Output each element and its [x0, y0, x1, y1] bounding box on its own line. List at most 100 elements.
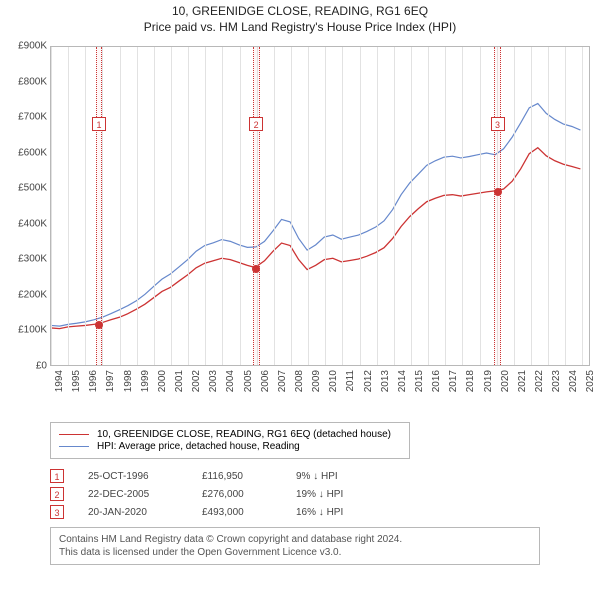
sale-price: £116,950: [202, 471, 272, 482]
gridline-vertical: [411, 47, 412, 365]
gridline-vertical: [548, 47, 549, 365]
sale-number-box: 1: [50, 469, 64, 483]
legend-label: 10, GREENIDGE CLOSE, READING, RG1 6EQ (d…: [97, 429, 391, 440]
x-axis-label: 2000: [157, 370, 168, 392]
sale-date: 22-DEC-2005: [88, 489, 178, 500]
gridline-vertical: [137, 47, 138, 365]
y-axis-label: £500K: [2, 183, 47, 194]
plot-area: 1 2 3: [50, 46, 590, 366]
gridline-vertical: [514, 47, 515, 365]
gridline-vertical: [205, 47, 206, 365]
gridline-vertical: [582, 47, 583, 365]
gridline-vertical: [291, 47, 292, 365]
x-axis-label: 2009: [311, 370, 322, 392]
sale-marker: 1: [92, 117, 106, 131]
gridline-vertical: [222, 47, 223, 365]
sale-hpi-diff: 19% ↓ HPI: [296, 489, 376, 500]
x-axis-label: 2005: [243, 370, 254, 392]
chart-area: 123 199419951996199719981999200020012002…: [0, 36, 600, 416]
y-axis-label: £200K: [2, 289, 47, 300]
x-axis-label: 2019: [483, 370, 494, 392]
x-axis-label: 2020: [500, 370, 511, 392]
x-axis-label: 2021: [517, 370, 528, 392]
gridline-vertical: [531, 47, 532, 365]
sale-date: 20-JAN-2020: [88, 507, 178, 518]
gridline-vertical: [68, 47, 69, 365]
gridline-vertical: [120, 47, 121, 365]
x-axis-label: 2004: [225, 370, 236, 392]
sale-band: [494, 47, 501, 365]
sale-marker: 2: [249, 117, 263, 131]
gridline-vertical: [428, 47, 429, 365]
gridline-vertical: [51, 47, 52, 365]
gridline-vertical: [342, 47, 343, 365]
y-axis-label: £300K: [2, 254, 47, 265]
x-axis-label: 2008: [294, 370, 305, 392]
legend: 10, GREENIDGE CLOSE, READING, RG1 6EQ (d…: [50, 422, 410, 459]
title-block: 10, GREENIDGE CLOSE, READING, RG1 6EQ Pr…: [0, 0, 600, 36]
legend-swatch: [59, 446, 89, 447]
sale-band: [96, 47, 103, 365]
gridline-vertical: [565, 47, 566, 365]
y-axis-label: £400K: [2, 218, 47, 229]
gridline-vertical: [377, 47, 378, 365]
x-axis-label: 2013: [380, 370, 391, 392]
sale-date: 25-OCT-1996: [88, 471, 178, 482]
chart-title: 10, GREENIDGE CLOSE, READING, RG1 6EQ: [0, 4, 600, 18]
x-axis-label: 2018: [465, 370, 476, 392]
x-axis-label: 1996: [88, 370, 99, 392]
gridline-vertical: [154, 47, 155, 365]
chart-container: 10, GREENIDGE CLOSE, READING, RG1 6EQ Pr…: [0, 0, 600, 565]
gridline-vertical: [394, 47, 395, 365]
gridline-vertical: [102, 47, 103, 365]
gridline-vertical: [85, 47, 86, 365]
series-line-hpi: [51, 104, 580, 327]
y-axis-label: £100K: [2, 325, 47, 336]
sale-marker: 3: [491, 117, 505, 131]
gridline-vertical: [480, 47, 481, 365]
gridline-vertical: [188, 47, 189, 365]
x-axis-label: 1999: [140, 370, 151, 392]
x-axis-label: 1997: [105, 370, 116, 392]
x-axis-label: 1995: [71, 370, 82, 392]
x-axis-label: 2003: [208, 370, 219, 392]
sale-dot: [95, 321, 103, 329]
legend-swatch: [59, 434, 89, 435]
footer-line-1: Contains HM Land Registry data © Crown c…: [59, 533, 531, 546]
sales-table-row: 320-JAN-2020£493,00016% ↓ HPI: [50, 505, 600, 519]
sale-band: [253, 47, 260, 365]
x-axis-label: 2022: [534, 370, 545, 392]
gridline-vertical: [274, 47, 275, 365]
legend-label: HPI: Average price, detached house, Read…: [97, 441, 300, 452]
x-axis-label: 2017: [448, 370, 459, 392]
x-axis-label: 2001: [174, 370, 185, 392]
footer-line-2: This data is licensed under the Open Gov…: [59, 546, 531, 559]
x-axis-label: 1998: [123, 370, 134, 392]
sale-number-box: 3: [50, 505, 64, 519]
sale-hpi-diff: 16% ↓ HPI: [296, 507, 376, 518]
sale-number-box: 2: [50, 487, 64, 501]
sales-table-row: 2 22-DEC-2005 £276,000 19% ↓ HPI: [50, 487, 600, 501]
sales-table-row: 125-OCT-1996£116,9509% ↓ HPI: [50, 469, 600, 483]
gridline-vertical: [360, 47, 361, 365]
sales-table: 125-OCT-1996£116,9509% ↓ HPI222-DEC-2005…: [50, 469, 600, 519]
x-axis-label: 2015: [414, 370, 425, 392]
x-axis-label: 2012: [363, 370, 374, 392]
gridline-vertical: [171, 47, 172, 365]
line-series-svg: [51, 47, 589, 365]
legend-item: HPI: Average price, detached house, Read…: [59, 441, 401, 452]
gridline-vertical: [308, 47, 309, 365]
x-axis-label: 2007: [277, 370, 288, 392]
gridline-vertical: [462, 47, 463, 365]
x-axis-label: 2025: [585, 370, 596, 392]
x-axis-label: 2024: [568, 370, 579, 392]
x-axis-label: 2011: [345, 370, 356, 392]
y-axis-label: £900K: [2, 41, 47, 52]
x-axis-label: 1994: [54, 370, 65, 392]
sale-price: £276,000: [202, 489, 272, 500]
x-axis-label: 2010: [328, 370, 339, 392]
series-line-property: [51, 148, 580, 329]
legend-item: 10, GREENIDGE CLOSE, READING, RG1 6EQ (d…: [59, 429, 401, 440]
sale-dot: [252, 265, 260, 273]
gridline-vertical: [445, 47, 446, 365]
